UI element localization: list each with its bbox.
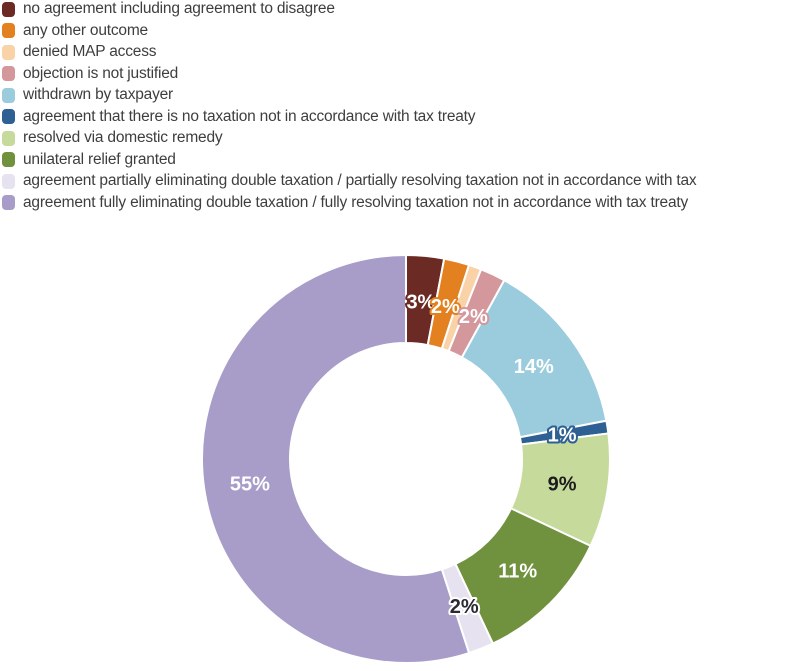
slice-percent-label-3: 2% [459,306,488,328]
chart-legend: no agreement including agreement to disa… [2,1,697,216]
legend-swatch [2,66,15,81]
slice-percent-label-9: 55% [230,474,270,496]
legend-item-7: unilateral relief granted [2,150,696,168]
legend-swatch [2,1,15,17]
legend-swatch [2,195,15,210]
legend-item-5: agreement that there is no taxation not … [2,107,696,125]
slice-percent-label-0: 3% [406,292,435,314]
legend-swatch [2,87,15,103]
legend-item-4: withdrawn by taxpayer [2,87,696,103]
slice-percent-label-8: 2% [450,596,479,618]
legend-swatch [2,23,15,38]
legend-label: unilateral relief granted [23,150,176,168]
legend-label: any other outcome [23,21,148,39]
slice-percent-label-5: 1% [548,424,577,446]
slice-percent-label-7: 11% [498,561,537,583]
legend-swatch [2,109,15,124]
legend-label: resolved via domestic remedy [23,129,223,146]
legend-label: agreement fully eliminating double taxat… [23,193,689,211]
legend-item-6: resolved via domestic remedy [2,130,696,146]
legend-item-2: denied MAP access [2,44,696,60]
legend-swatch [2,173,15,189]
legend-label: agreement partially eliminating double t… [23,172,697,189]
legend-swatch [2,152,15,167]
legend-item-0: no agreement including agreement to disa… [2,1,696,17]
legend-label: no agreement including agreement to disa… [23,0,335,17]
legend-item-3: objection is not justified [2,64,696,82]
legend-label: denied MAP access [23,43,157,60]
legend-swatch [2,130,15,146]
legend-swatch [2,44,15,60]
slice-percent-label-4: 14% [514,356,554,378]
slice-percent-label-6: 9% [548,474,577,496]
legend-item-9: agreement fully eliminating double taxat… [2,193,696,211]
legend-item-8: agreement partially eliminating double t… [2,172,697,189]
legend-label: withdrawn by taxpayer [23,86,174,103]
legend-item-1: any other outcome [2,21,696,39]
slice-percent-label-1: 2% [431,296,460,318]
donut-slice-9 [201,254,471,664]
legend-label: objection is not justified [23,64,179,82]
legend-label: agreement that there is no taxation not … [23,107,476,125]
